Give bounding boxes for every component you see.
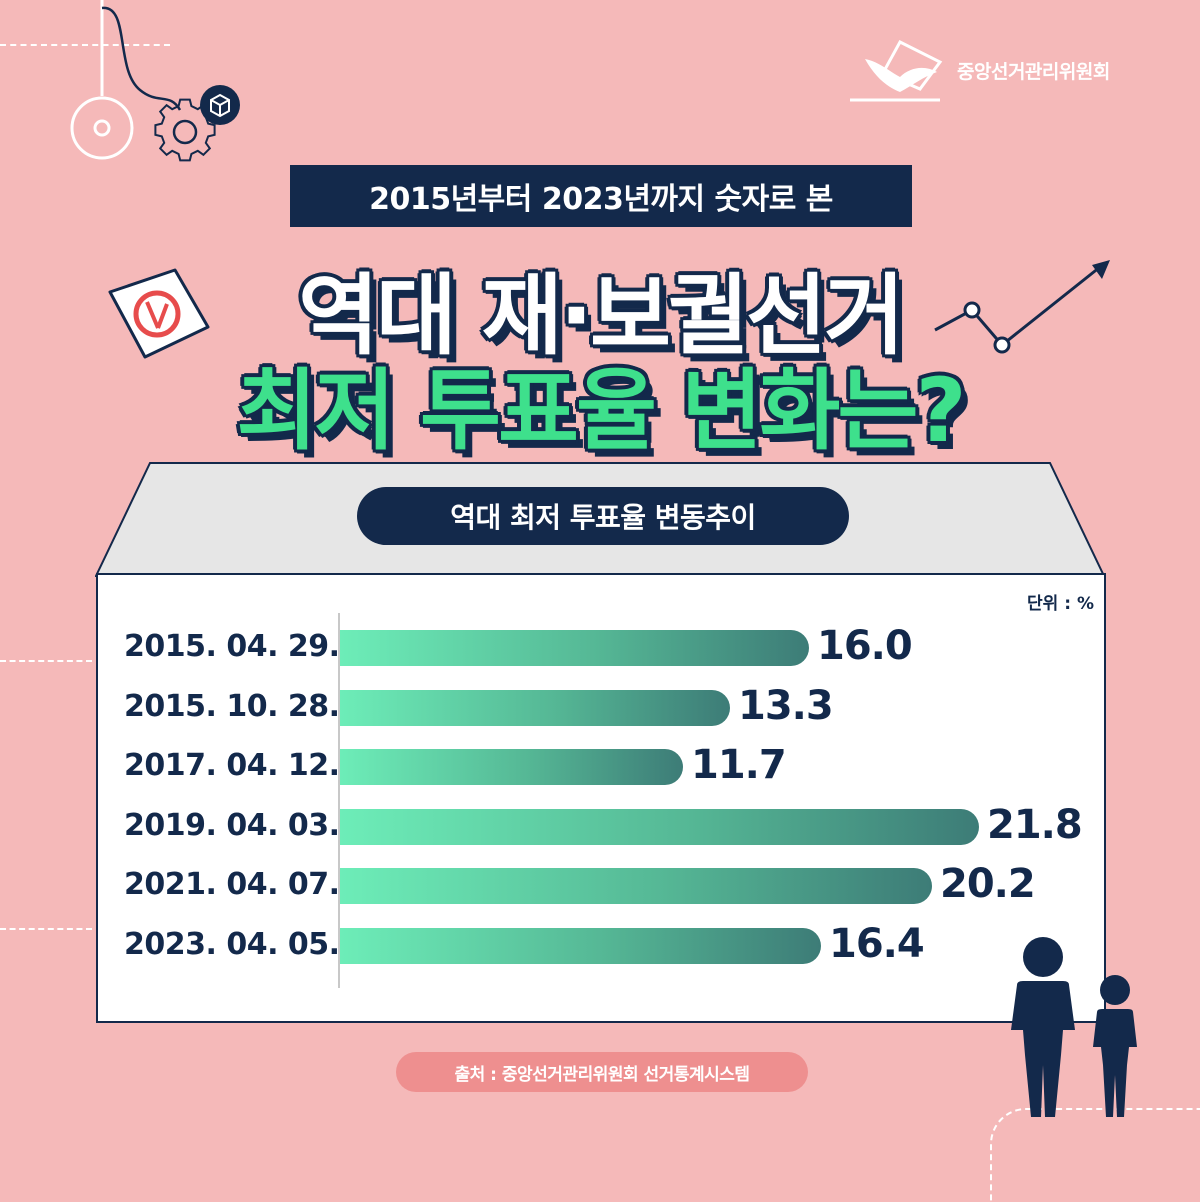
trend-arrow-icon [934,260,1110,354]
main-title-line2: 최저 투표율 변화는? [236,359,966,462]
subtitle-box: 2015년부터 2023년까지 숫자로 본 [290,165,912,227]
deco-dashed-left-mid [0,660,92,662]
main-title-line1: 역대 재·보궐선거 [298,264,905,367]
category-label: 2019. 04. 03. [124,807,340,843]
deco-dashed-top-left [0,44,170,46]
unit-label: 단위 : % [1027,594,1094,614]
bar [340,808,979,845]
bar [340,630,809,666]
chart-title: 역대 최저 투표율 변동추이 [357,487,849,545]
people-icon [1011,937,1137,1117]
deco-dashed-bottom-right [990,1108,1200,1202]
org-name: 중앙선거관리위원회 [957,60,1110,83]
gear-decoration [70,0,240,162]
category-label: 2015. 10. 28. [124,688,340,724]
deco-dashed-left-low [0,928,92,930]
org-logo: 중앙선거관리위원회 [845,35,1165,105]
bar [340,868,932,904]
bar [340,749,683,785]
category-label: 2021. 04. 07. [124,867,340,902]
ballot-icon [108,268,210,359]
dove-logo-icon [850,40,943,102]
category-label: 2015. 04. 29. [124,629,340,664]
cube-icon [200,85,240,125]
bar [340,689,730,726]
y-axis-line [338,613,340,988]
bar-value-label: 16.4 [829,920,925,967]
bar-value-label: 20.2 [940,861,1036,907]
source-pill: 출처 : 중앙선거관리위원회 선거통계시스템 [396,1052,808,1092]
bar-value-label: 11.7 [691,742,787,788]
bar-value-label: 21.8 [987,801,1083,848]
bar [340,927,821,964]
category-label: 2023. 04. 05. [124,926,340,962]
bar-value-label: 16.0 [817,623,913,669]
category-label: 2017. 04. 12. [124,748,340,783]
bar-value-label: 13.3 [738,682,834,729]
